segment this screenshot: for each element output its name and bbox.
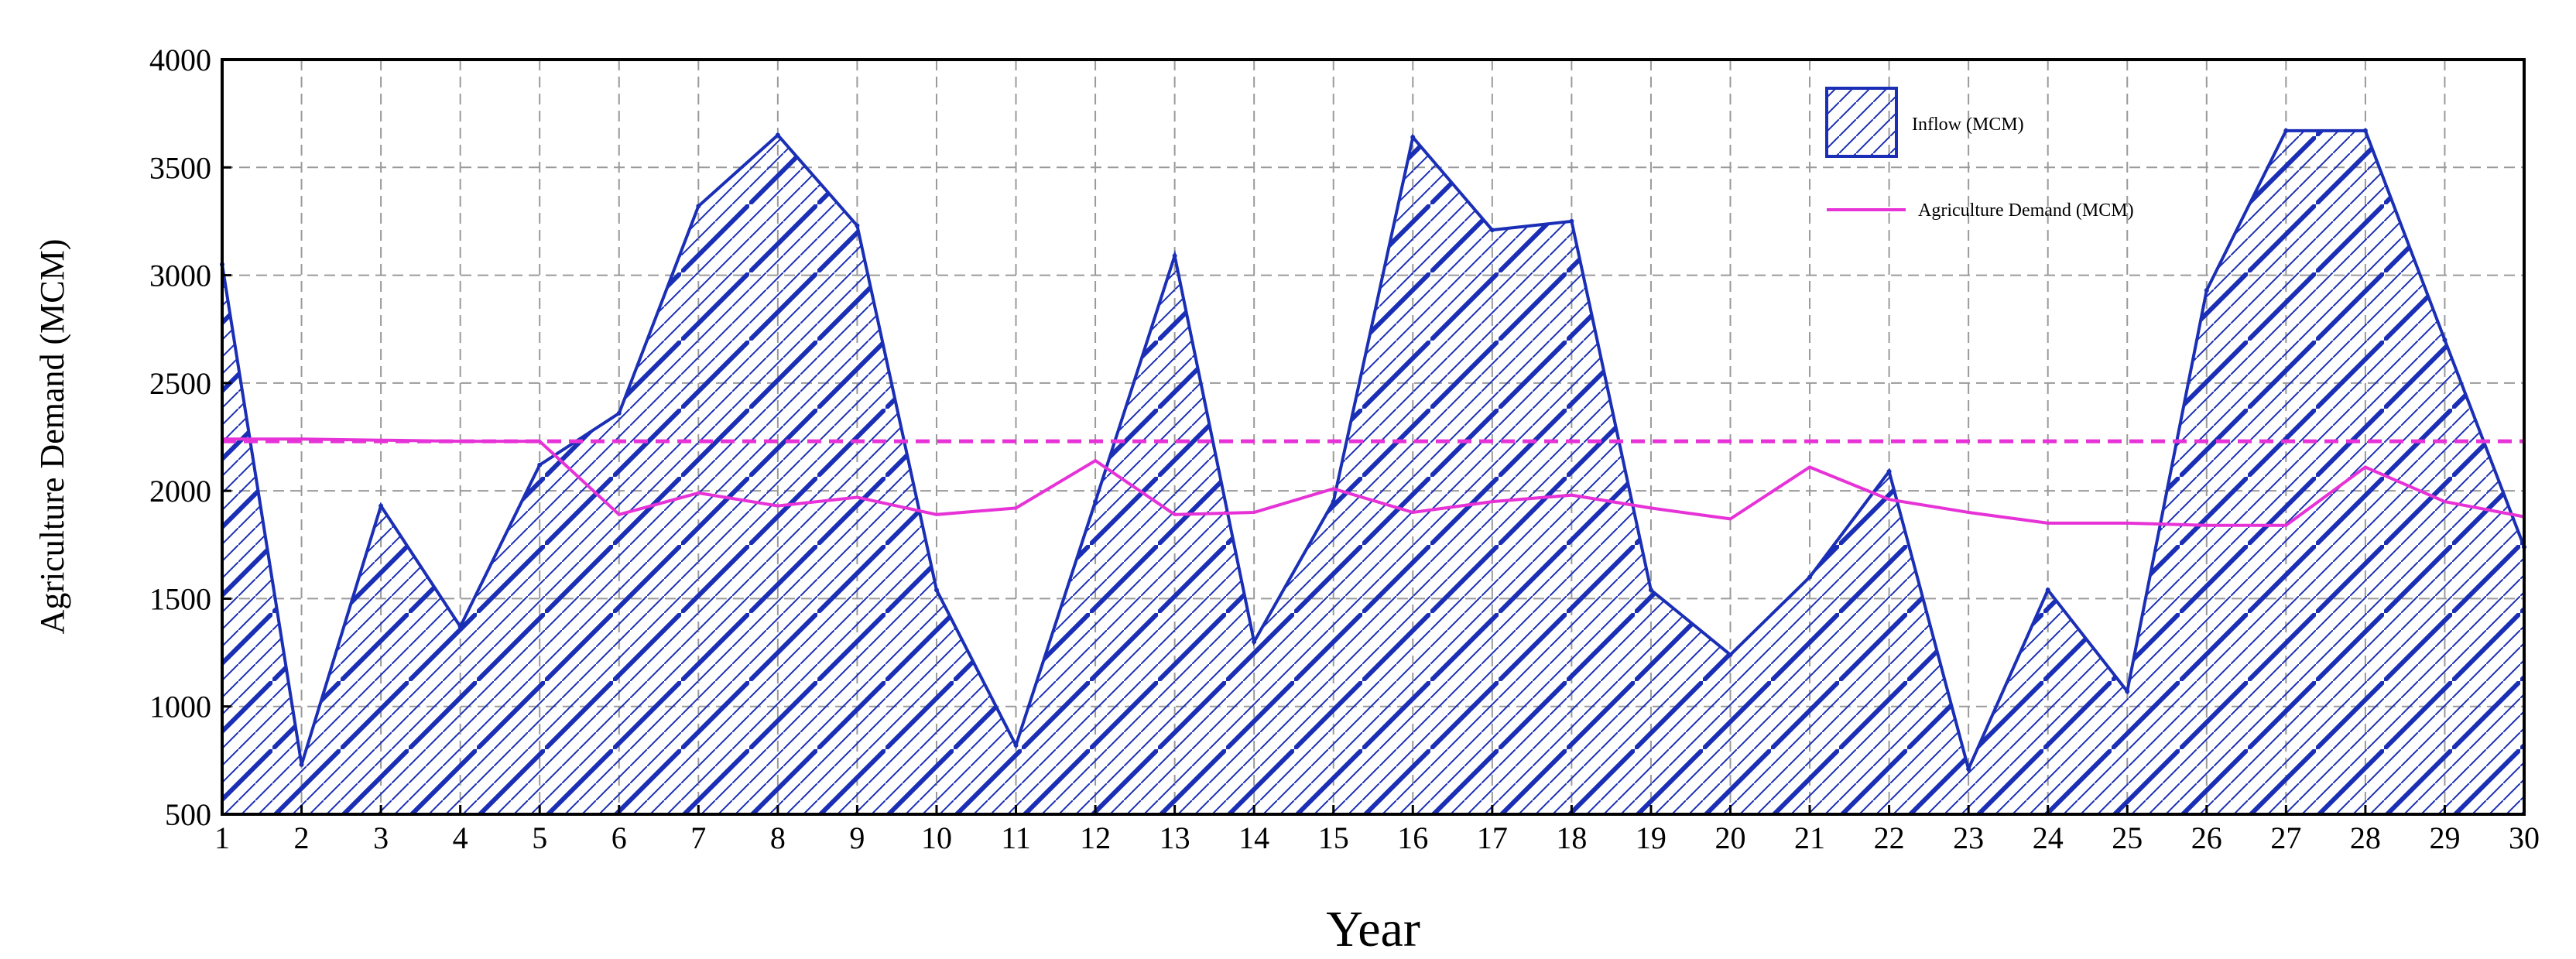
inflow-point	[457, 624, 463, 629]
inflow-point	[2125, 689, 2130, 694]
x-tick-label: 3	[373, 820, 389, 855]
legend-label-inflow: Inflow (MCM)	[1912, 115, 2024, 135]
inflow-point	[2283, 128, 2289, 133]
inflow-point	[2204, 288, 2209, 293]
inflow-point	[2442, 337, 2448, 343]
y-tick-label: 500	[165, 797, 211, 832]
x-tick-label: 25	[2112, 820, 2143, 855]
x-tick-label: 10	[921, 820, 952, 855]
x-tick-label: 11	[1001, 820, 1031, 855]
inflow-point	[1648, 587, 1653, 593]
x-tick-label: 19	[1636, 820, 1667, 855]
inflow-point	[1569, 218, 1574, 224]
inflow-point	[1331, 499, 1336, 505]
x-tick-label: 12	[1080, 820, 1111, 855]
y-axis-title: Agriculture Demand (MCM)	[33, 239, 71, 635]
agriculture-demand-line	[222, 437, 2525, 527]
inflow-point	[1172, 253, 1177, 259]
inflow-point	[1728, 652, 1733, 657]
inflow-point	[1013, 742, 1019, 748]
inflow-point	[299, 762, 304, 767]
inflow-point	[379, 503, 384, 509]
inflow-point	[616, 410, 622, 416]
x-tick-label: 26	[2191, 820, 2222, 855]
inflow-point	[1252, 639, 1257, 645]
x-tick-label: 1	[214, 820, 230, 855]
axis-ticks: 1 2 3 4 5 6 7 8 9 10 11 12 13 14 15 16 17 18 19 20 21 22 23 24 2…	[149, 43, 2540, 855]
y-tick-label: 2500	[149, 366, 211, 401]
inflow-point	[537, 462, 543, 468]
legend-label-demand: Agriculture Demand (MCM)	[1918, 200, 2134, 221]
inflow-point	[933, 587, 939, 593]
legend-swatch-inflow	[1825, 87, 1898, 158]
inflow-point	[696, 204, 701, 209]
x-tick-label: 6	[611, 820, 627, 855]
inflow-point	[2362, 128, 2368, 133]
legend: Inflow (MCM) Agriculture Demand (MCM)	[1825, 87, 2134, 221]
x-tick-label: 23	[1953, 820, 1984, 855]
x-tick-label: 2	[294, 820, 310, 855]
x-tick-label: 14	[1238, 820, 1269, 855]
x-tick-label: 17	[1477, 820, 1508, 855]
x-tick-label: 21	[1794, 820, 1825, 855]
x-tick-label: 15	[1318, 820, 1349, 855]
y-tick-label: 2000	[149, 474, 211, 509]
y-tick-label: 1000	[149, 690, 211, 724]
plot-frame	[221, 58, 2526, 816]
y-tick-label: 3500	[149, 150, 211, 185]
x-tick-label: 7	[690, 820, 706, 855]
inflow-series	[222, 128, 2524, 814]
inflow-area-hatch	[222, 130, 2524, 814]
inflow-line	[222, 128, 2524, 774]
y-tick-label: 1500	[149, 581, 211, 616]
x-tick-label: 13	[1160, 820, 1190, 855]
x-axis-title: Year	[1326, 901, 1420, 957]
inflow-point	[775, 132, 780, 138]
x-tick-label: 24	[2033, 820, 2064, 855]
x-tick-label: 22	[1874, 820, 1905, 855]
x-tick-label: 16	[1397, 820, 1428, 855]
y-tick-label: 4000	[149, 43, 211, 77]
x-tick-label: 20	[1714, 820, 1745, 855]
x-tick-label: 30	[2509, 820, 2540, 855]
inflow-point	[2045, 587, 2050, 593]
x-tick-label: 29	[2429, 820, 2460, 855]
inflow-point	[855, 223, 860, 228]
inflow-point	[1410, 135, 1416, 140]
inflow-point	[1093, 499, 1098, 505]
x-tick-label: 18	[1556, 820, 1587, 855]
x-tick-label: 8	[770, 820, 786, 855]
x-tick-label: 5	[532, 820, 547, 855]
x-tick-label: 9	[849, 820, 865, 855]
y-tick-label: 3000	[149, 259, 211, 293]
x-tick-label: 27	[2270, 820, 2301, 855]
x-tick-label: 4	[453, 820, 468, 855]
inflow-point	[1966, 766, 1971, 772]
inflow-point	[1489, 228, 1495, 233]
x-tick-label: 28	[2350, 820, 2381, 855]
inflow-point	[1807, 574, 1813, 580]
inflow-point	[1886, 469, 1892, 474]
